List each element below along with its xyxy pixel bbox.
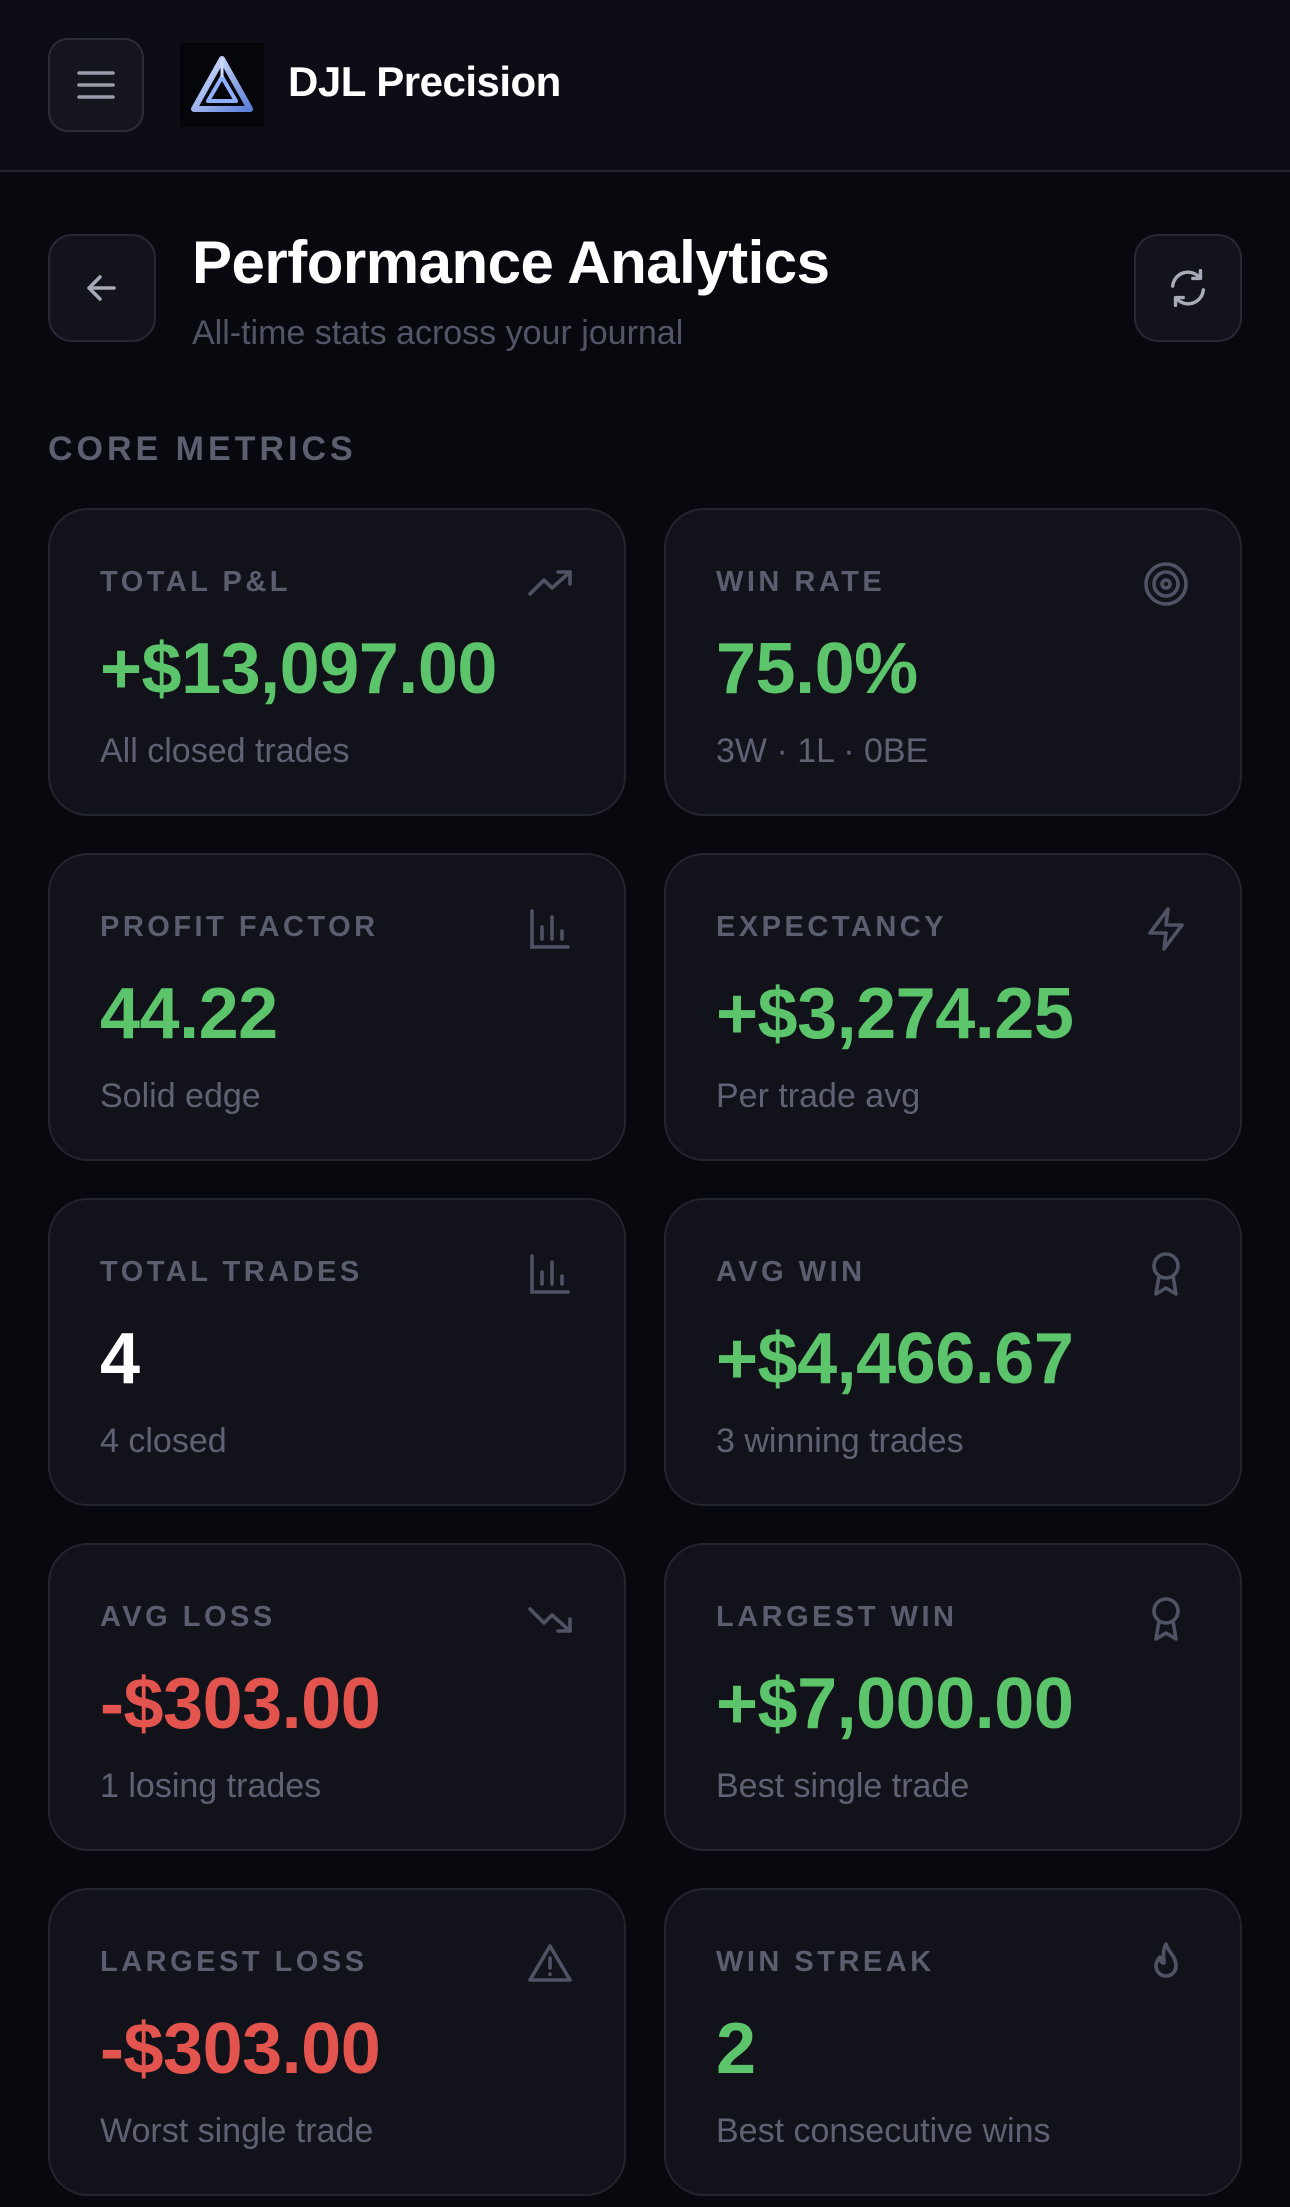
metric-label: LARGEST WIN xyxy=(716,1601,958,1633)
section-label: CORE METRICS xyxy=(48,430,357,468)
back-button[interactable] xyxy=(48,234,156,342)
metric-label: WIN STREAK xyxy=(716,1946,935,1978)
metric-label: TOTAL P&L xyxy=(100,566,291,598)
metric-subtext: 3W · 1L · 0BE xyxy=(716,732,929,770)
metric-card-win-streak: WIN STREAK 2 Best consecutive wins xyxy=(664,1888,1242,2196)
bar-chart-icon xyxy=(530,909,570,949)
metric-card-total-trades: TOTAL TRADES 4 4 closed xyxy=(48,1198,626,1506)
page-title: Performance Analytics xyxy=(192,229,830,296)
hamburger-icon xyxy=(77,71,115,99)
trending-up-icon xyxy=(528,570,572,596)
metric-subtext: Best single trade xyxy=(716,1767,970,1805)
metric-label: AVG WIN xyxy=(716,1256,866,1288)
brand-name: DJL Precision xyxy=(288,58,561,105)
metric-subtext: 1 losing trades xyxy=(100,1767,322,1805)
warning-icon xyxy=(528,1944,572,1982)
metric-card-expectancy: EXPECTANCY +$3,274.25 Per trade avg xyxy=(664,853,1242,1161)
menu-button[interactable] xyxy=(48,38,144,132)
metric-value: +$3,274.25 xyxy=(716,974,1074,1054)
trending-down-icon xyxy=(528,1607,572,1633)
page-subtitle: All-time stats across your journal xyxy=(192,314,684,352)
triangle-logo-icon xyxy=(191,56,253,112)
metric-subtext: Solid edge xyxy=(100,1077,261,1115)
metric-label: WIN RATE xyxy=(716,566,886,598)
refresh-icon xyxy=(1170,269,1206,307)
metric-value: -$303.00 xyxy=(100,1664,381,1744)
metric-value: 2 xyxy=(716,2009,756,2089)
metric-subtext: Worst single trade xyxy=(100,2112,374,2150)
metric-value: 44.22 xyxy=(100,974,278,1054)
award-icon xyxy=(1152,1252,1180,1296)
flame-icon xyxy=(1154,1942,1178,1978)
metric-subtext: Best consecutive wins xyxy=(716,2112,1051,2150)
metric-label: LARGEST LOSS xyxy=(100,1946,368,1978)
bar-chart-icon xyxy=(530,1254,570,1294)
metric-subtext: 3 winning trades xyxy=(716,1422,964,1460)
metric-card-avg-win: AVG WIN +$4,466.67 3 winning trades xyxy=(664,1198,1242,1506)
metric-card-largest-win: LARGEST WIN +$7,000.00 Best single trade xyxy=(664,1543,1242,1851)
metric-value: 4 xyxy=(100,1319,140,1399)
award-icon xyxy=(1152,1597,1180,1641)
metric-subtext: Per trade avg xyxy=(716,1077,921,1115)
metric-card-total-pnl: TOTAL P&L +$13,097.00 All closed trades xyxy=(48,508,626,816)
brand-logo xyxy=(180,43,264,127)
top-bar: DJL Precision xyxy=(0,0,1290,172)
metric-subtext: All closed trades xyxy=(100,732,350,770)
metric-card-largest-loss: LARGEST LOSS -$303.00 Worst single trade xyxy=(48,1888,626,2196)
metric-label: AVG LOSS xyxy=(100,1601,276,1633)
metric-card-profit-factor: PROFIT FACTOR 44.22 Solid edge xyxy=(48,853,626,1161)
metric-label: EXPECTANCY xyxy=(716,911,948,943)
metric-value: +$4,466.67 xyxy=(716,1319,1074,1399)
metric-value: +$7,000.00 xyxy=(716,1664,1074,1744)
metric-card-win-rate: WIN RATE 75.0% 3W · 1L · 0BE xyxy=(664,508,1242,816)
lightning-icon xyxy=(1148,907,1184,951)
refresh-button[interactable] xyxy=(1134,234,1242,342)
metric-value: +$13,097.00 xyxy=(100,629,497,709)
metric-value: -$303.00 xyxy=(100,2009,381,2089)
metric-label: TOTAL TRADES xyxy=(100,1256,363,1288)
target-icon xyxy=(1144,562,1188,606)
metric-value: 75.0% xyxy=(716,629,918,709)
metric-label: PROFIT FACTOR xyxy=(100,911,379,943)
metric-card-avg-loss: AVG LOSS -$303.00 1 losing trades xyxy=(48,1543,626,1851)
arrow-left-icon xyxy=(87,275,116,301)
metric-subtext: 4 closed xyxy=(100,1422,227,1460)
